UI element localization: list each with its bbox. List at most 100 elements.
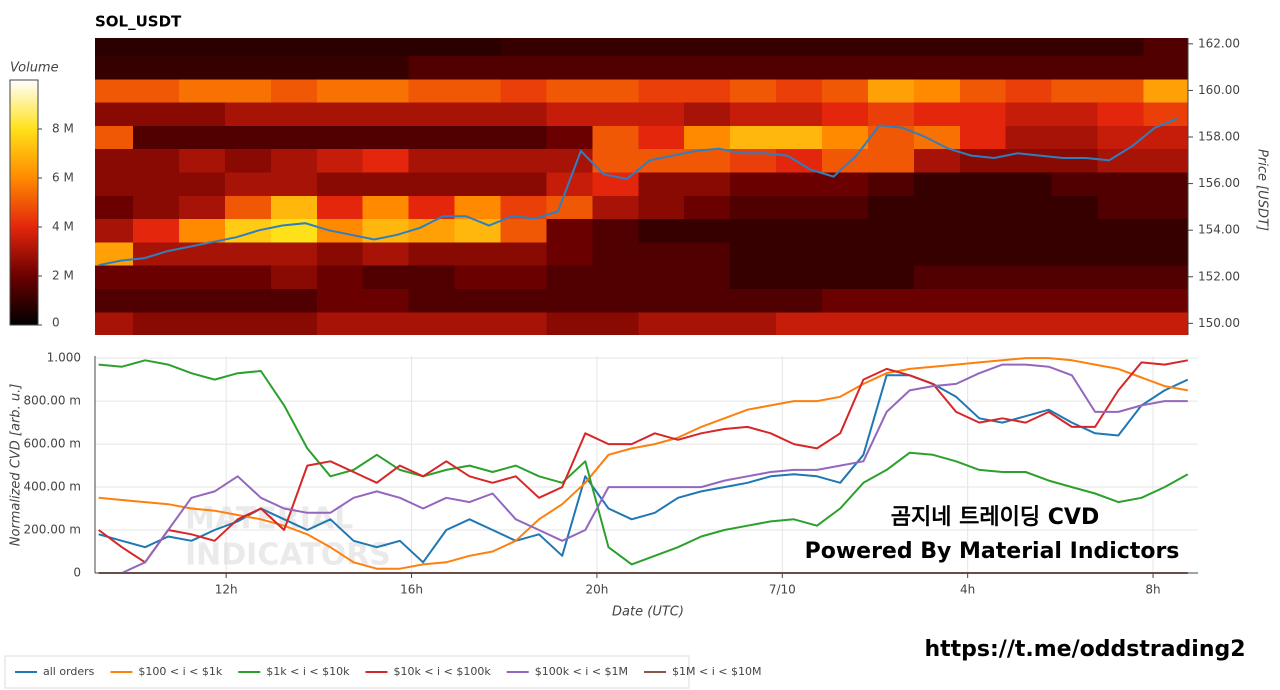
heatmap-cell (454, 265, 502, 290)
heatmap-cell (454, 171, 502, 196)
heatmap-cell (867, 78, 915, 103)
heatmap-cell (500, 265, 548, 290)
heatmap-cell (133, 195, 180, 220)
heatmap-cell (362, 241, 410, 266)
heatmap-cell (1051, 241, 1099, 266)
series-line (98, 359, 1189, 566)
heatmap-cell (867, 148, 915, 173)
heatmap-cell (638, 171, 685, 196)
heatmap-cell (638, 55, 685, 80)
heatmap-cell (179, 125, 226, 150)
heatmap-cell (913, 55, 961, 80)
chart-title: SOL_USDT (95, 13, 182, 31)
heatmap-cell (913, 78, 961, 103)
heatmap-cell (408, 148, 456, 173)
heatmap-cell (362, 171, 410, 196)
heatmap-cell (821, 288, 869, 313)
x-tick-label: 12h (215, 583, 238, 597)
heatmap-cell (270, 241, 318, 266)
x-axis-title: Date (UTC) (612, 605, 684, 620)
heatmap-cell (1051, 311, 1099, 335)
heatmap-cell (179, 38, 226, 57)
heatmap-cell (1005, 311, 1053, 335)
heatmap-cell (546, 78, 593, 103)
heatmap-cell (1051, 78, 1099, 103)
heatmap-cell (730, 265, 777, 290)
legend-label: $10k < i < $100k (393, 665, 491, 678)
heatmap-cell (224, 125, 272, 150)
heatmap-cell (1051, 102, 1099, 126)
heatmap-cell (821, 102, 869, 126)
legend-label: $100 < i < $1k (138, 665, 222, 678)
heatmap-cell (913, 218, 961, 243)
heatmap-cell (867, 38, 915, 57)
heatmap-cell (316, 148, 364, 173)
heatmap-cell (95, 218, 134, 243)
heatmap-cell (776, 265, 823, 290)
heatmap-cell (95, 125, 134, 150)
heatmap-cell (95, 78, 134, 103)
heatmap-cell (867, 265, 915, 290)
heatmap-cell (592, 265, 639, 290)
y-tick-label: 800.00 m (24, 394, 82, 408)
heatmap-cell (684, 78, 731, 103)
heatmap-cell (316, 241, 364, 266)
heatmap-cell (1097, 102, 1145, 126)
heatmap-cell (1143, 102, 1188, 126)
heatmap-cell (500, 78, 548, 103)
heatmap-cell (684, 218, 731, 243)
heatmap-cell (592, 241, 639, 266)
heatmap-cell (95, 195, 134, 220)
heatmap-cell (500, 195, 548, 220)
heatmap-cell (179, 241, 226, 266)
heatmap-cell (224, 288, 272, 313)
heatmap-cell (224, 311, 272, 335)
heatmap-cell (684, 265, 731, 290)
heatmap-cell (500, 288, 548, 313)
y-tick-label: 158.00 (1198, 130, 1240, 144)
heatmap-cell (776, 78, 823, 103)
heatmap-cell (959, 125, 1007, 150)
y-tick-label: 152.00 (1198, 269, 1240, 283)
heatmap-cell (408, 218, 456, 243)
heatmap-cell (776, 241, 823, 266)
x-tick-label: 20h (585, 583, 608, 597)
heatmap-cell (821, 171, 869, 196)
heatmap-cell (133, 102, 180, 126)
heatmap-cell (179, 148, 226, 173)
series-line (98, 357, 1188, 570)
heatmap-cell (1005, 78, 1053, 103)
heatmap-cell (592, 195, 639, 220)
heatmap-cell (224, 241, 272, 266)
heatmap-cell (95, 265, 134, 290)
heatmap-cell (867, 102, 915, 126)
heatmap-cell (776, 218, 823, 243)
heatmap-cell (776, 311, 823, 335)
x-tick-label: 4h (960, 583, 975, 597)
heatmap-cell (730, 171, 777, 196)
heatmap-cell (316, 171, 364, 196)
x-tick-label: 7/10 (769, 583, 796, 597)
heatmap-cell (270, 288, 318, 313)
heatmap-cell (179, 311, 226, 335)
heatmap-cell (95, 55, 134, 80)
heatmap-cell (913, 125, 961, 150)
heatmap-cell (95, 148, 134, 173)
heatmap-cell (179, 218, 226, 243)
heatmap-cell (546, 265, 593, 290)
heatmap-cell (821, 265, 869, 290)
heatmap-cell (1051, 55, 1099, 80)
heatmap-cell (316, 78, 364, 103)
heatmap-cell (270, 218, 318, 243)
heatmap-cell (730, 288, 777, 313)
heatmap-cell (776, 148, 823, 173)
heatmap-cell (133, 148, 180, 173)
heatmap-cell (959, 171, 1007, 196)
heatmap-cell (270, 102, 318, 126)
heatmap-cell (133, 288, 180, 313)
heatmap-cell (546, 218, 593, 243)
x-tick-label: 8h (1145, 583, 1160, 597)
heatmap (95, 38, 1188, 335)
heatmap-cell (1143, 218, 1188, 243)
heatmap-cell (224, 171, 272, 196)
